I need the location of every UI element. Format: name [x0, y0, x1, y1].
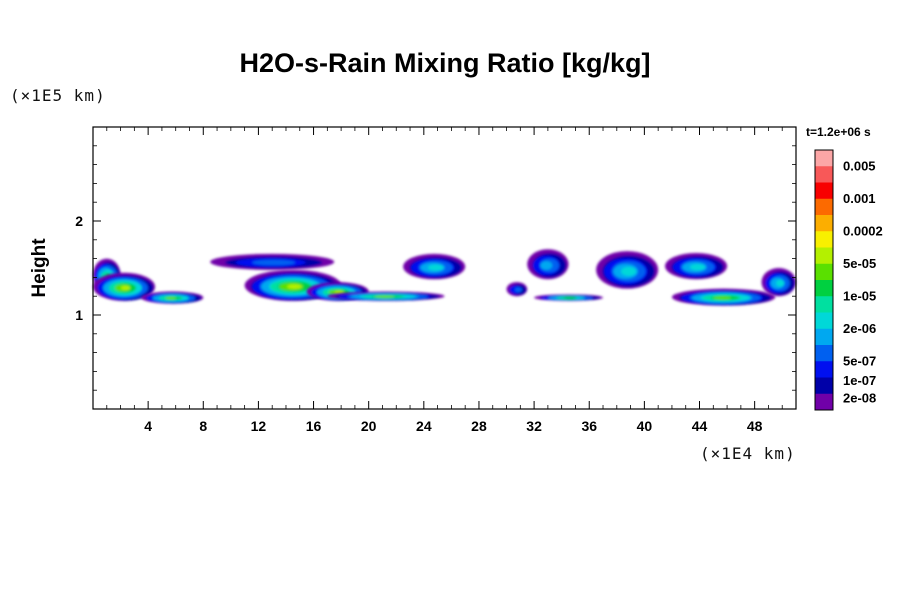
colorbar-label: 5e-07 — [843, 353, 876, 368]
colorbar-label: 2e-08 — [843, 391, 876, 406]
rain-contour — [776, 279, 785, 287]
colorbar-swatch — [815, 328, 833, 346]
colorbar-swatch — [815, 393, 833, 411]
colorbar-swatch — [815, 280, 833, 297]
colorbar-label: 1e-05 — [843, 288, 876, 303]
x-axis-unit: (×1E4 km) — [700, 444, 796, 463]
x-tick-label: 44 — [692, 418, 708, 434]
colorbar-swatch — [815, 215, 833, 232]
x-tick-label: 24 — [416, 418, 432, 434]
rain-contour — [252, 259, 296, 266]
rain-region — [210, 253, 335, 270]
rain-region — [141, 291, 204, 304]
rain-region — [506, 282, 528, 297]
rain-region — [671, 288, 776, 306]
colorbar-swatch — [815, 231, 833, 248]
x-tick-label: 48 — [747, 418, 763, 434]
y-tick-label: 2 — [75, 213, 83, 229]
chart-title: H2O-s-Rain Mixing Ratio [kg/kg] — [239, 48, 651, 78]
rain-region — [534, 294, 604, 301]
colorbar-label: 5e-05 — [843, 256, 876, 271]
colorbar-swatch — [815, 377, 833, 395]
colorbar-swatch — [815, 182, 833, 200]
time-label: t=1.2e+06 s — [806, 125, 871, 139]
colorbar-swatch — [815, 296, 833, 313]
colorbar-swatch — [815, 198, 833, 216]
colorbar-swatch — [815, 150, 833, 167]
rain-region — [403, 253, 466, 280]
rain-contour — [428, 264, 444, 271]
rain-regions — [93, 249, 796, 306]
rain-region — [665, 252, 728, 280]
colorbar-swatch — [815, 263, 833, 281]
colorbar-label: 0.001 — [843, 191, 876, 206]
colorbar-swatch — [815, 312, 833, 330]
plot-frame — [92, 126, 797, 410]
rain-contour — [621, 266, 637, 276]
x-tick-label: 20 — [361, 418, 377, 434]
x-tick-label: 4 — [144, 418, 152, 434]
rain-contour — [287, 284, 302, 289]
colorbar-frame — [814, 149, 834, 411]
x-tick-label: 32 — [526, 418, 542, 434]
rain-contour — [374, 295, 395, 299]
colorbar: 0.005 0.001 0.0002 5e-05 1e-05 2e-06 5e-07 1e-0… — [814, 149, 883, 411]
x-tick-label: 28 — [471, 418, 487, 434]
colorbar-label: 2e-06 — [843, 321, 876, 336]
x-tick-label: 36 — [581, 418, 597, 434]
rain-contour — [713, 296, 731, 300]
colorbar-label: 1e-07 — [843, 373, 876, 388]
rain-contour — [540, 261, 553, 270]
colorbar-swatch — [815, 166, 833, 183]
rain-contour — [334, 290, 344, 294]
rain-contour — [120, 285, 131, 291]
colorbar-label: 0.005 — [843, 158, 876, 173]
rain-contour — [563, 296, 577, 300]
rain-contour — [514, 287, 522, 293]
rain-contour — [165, 296, 176, 300]
rain-contour — [690, 263, 706, 271]
colorbar-swatch — [815, 345, 833, 362]
x-tick-label: 16 — [306, 418, 322, 434]
x-tick-label: 40 — [637, 418, 653, 434]
rain-region — [327, 291, 445, 301]
colorbar-swatch — [815, 361, 833, 378]
rain-region — [93, 272, 156, 301]
x-tick-label: 12 — [251, 418, 267, 434]
rain-region — [761, 268, 796, 297]
rain-region — [527, 249, 569, 280]
rain-region — [596, 251, 659, 289]
x-tick-label: 8 — [199, 418, 207, 434]
colorbar-swatch — [815, 247, 833, 265]
colorbar-label: 0.0002 — [843, 223, 883, 238]
y-axis-unit: (×1E5 km) — [10, 86, 106, 105]
y-tick-label: 1 — [75, 307, 83, 323]
